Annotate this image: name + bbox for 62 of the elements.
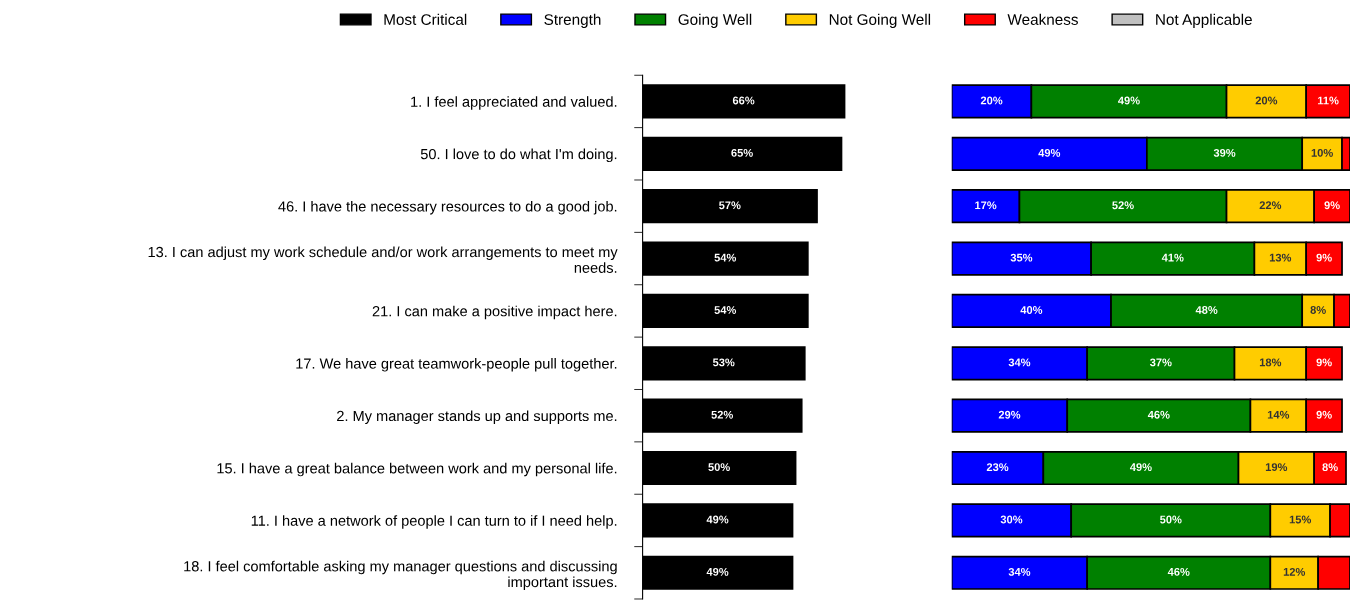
data-label: 22% — [1259, 201, 1282, 210]
data-label: 52% — [711, 410, 733, 419]
y-tick-label: 17. We have great teamwork-people pull together. — [296, 358, 617, 372]
data-label: 54% — [714, 253, 737, 262]
data-label: 20% — [1255, 96, 1278, 105]
legend-label: Going Well — [678, 13, 752, 28]
legend-label: Most Critical — [384, 13, 467, 25]
data-label: 30% — [1000, 515, 1023, 524]
data-label: 49% — [706, 567, 729, 576]
data-label: 39% — [1213, 148, 1236, 157]
data-label: 34% — [1008, 567, 1031, 576]
data-label: 14% — [1267, 410, 1290, 419]
data-label: 11% — [1317, 96, 1339, 105]
data-label: 52% — [1112, 201, 1134, 210]
data-label: 49% — [706, 515, 729, 524]
data-label: 9% — [1316, 253, 1332, 262]
y-tick-label: 1. I feel appreciated and valued. — [411, 96, 617, 110]
data-label: 50% — [708, 463, 730, 472]
data-label: 29% — [998, 410, 1021, 419]
y-tick-label: 2. My manager stands up and supports me. — [337, 410, 617, 424]
y-tick-label: 46. I have the necessary resources to do a good job. — [278, 200, 617, 215]
data-label: 40% — [1020, 306, 1043, 314]
y-tick-label: 13. I can adjust my work schedule and/or work arrangements to meet my needs. — [148, 246, 618, 273]
data-label: 12% — [1283, 567, 1306, 576]
data-label: 18% — [1259, 358, 1282, 367]
data-label: 23% — [986, 463, 1009, 472]
data-label: 15% — [1289, 515, 1312, 524]
data-label: 19% — [1265, 463, 1288, 472]
y-tick-label: 18. I feel comfortable asking my manager questions and discussing important issues. — [184, 560, 617, 591]
data-label: 9% — [1316, 410, 1332, 419]
data-label: 9% — [1324, 201, 1340, 210]
y-tick-label: 21. I can make a positive impact here. — [372, 305, 617, 320]
legend-label: Not Going Well — [829, 13, 931, 28]
legend-label: Not Applicable — [1156, 13, 1252, 28]
data-label: 9% — [1316, 358, 1332, 367]
data-label: 37% — [1149, 358, 1172, 367]
data-label: 48% — [1195, 306, 1218, 314]
legend-label: Weakness — [1007, 13, 1078, 25]
data-label: 41% — [1161, 253, 1184, 262]
data-label: 20% — [980, 96, 1003, 105]
legend-label: Strength — [544, 13, 601, 28]
data-label: 57% — [719, 201, 741, 210]
data-label: 65% — [731, 148, 753, 157]
y-tick-label: 50. I love to do what I'm doing. — [420, 148, 617, 163]
data-label: 53% — [712, 358, 735, 367]
data-label: 66% — [732, 96, 755, 105]
data-label: 49% — [1038, 148, 1061, 157]
data-label: 50% — [1160, 515, 1182, 524]
data-label: 34% — [1008, 358, 1031, 367]
y-tick-label: 15. I have a great balance between work and my personal life. — [217, 462, 617, 477]
data-label: 35% — [1010, 253, 1033, 262]
data-label: 13% — [1269, 253, 1292, 262]
data-label: 46% — [1167, 567, 1190, 576]
data-label: 10% — [1311, 148, 1333, 157]
y-tick-label: 11. I have a network of people I can turn to if I need help. — [251, 515, 617, 529]
data-label: 49% — [1118, 96, 1140, 105]
data-label: 8% — [1310, 306, 1326, 314]
data-label: 54% — [714, 306, 737, 314]
data-label: 17% — [975, 201, 997, 210]
data-label: 46% — [1147, 410, 1170, 419]
data-label: 49% — [1129, 463, 1152, 472]
data-label: 8% — [1322, 463, 1338, 472]
